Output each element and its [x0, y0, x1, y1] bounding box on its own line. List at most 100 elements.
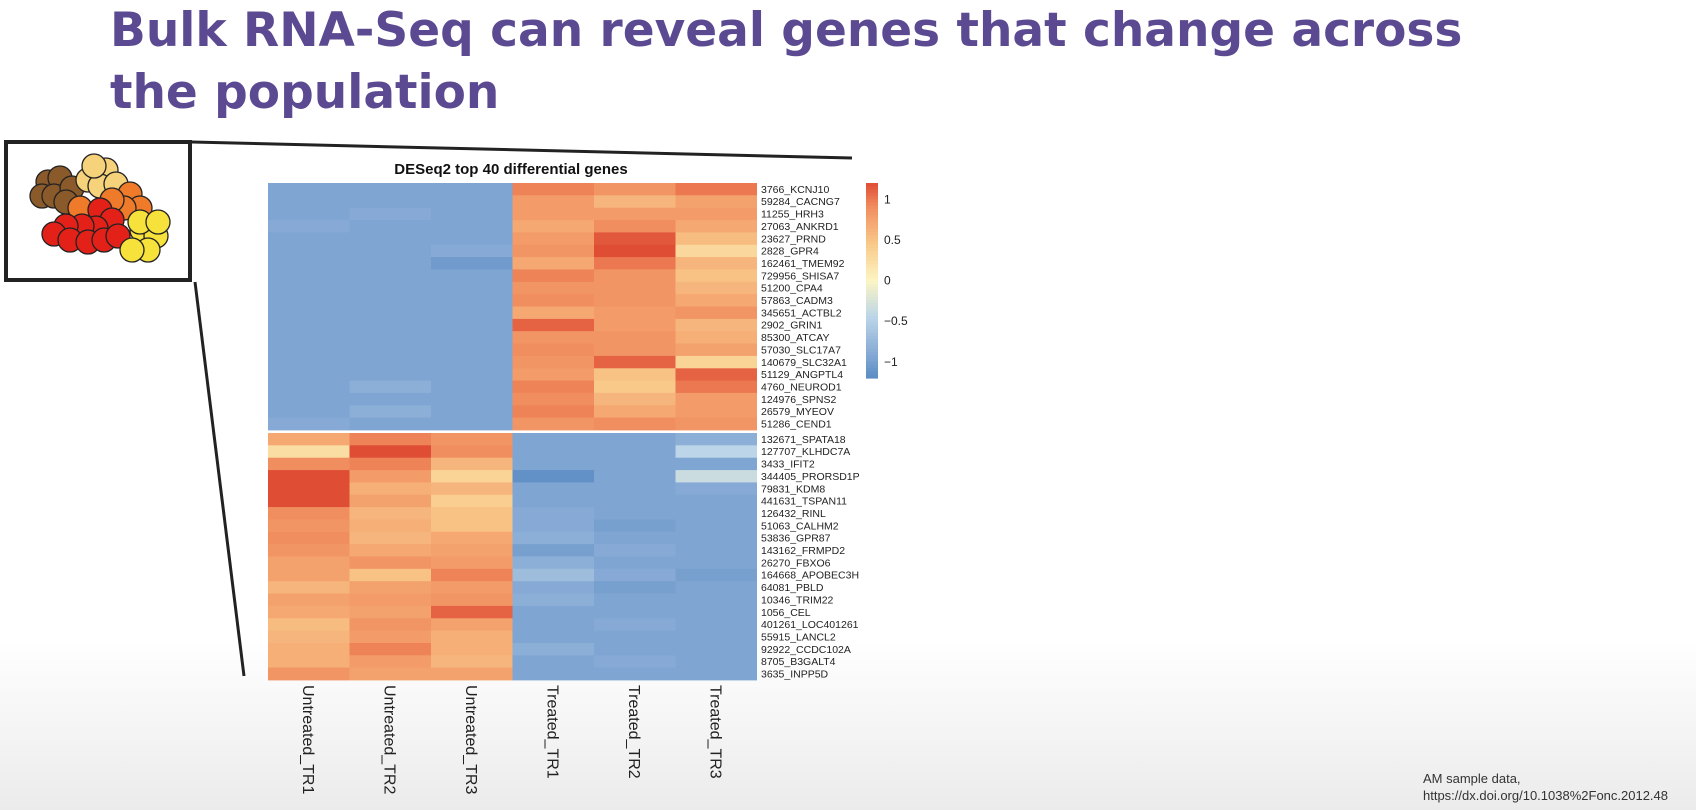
heatmap-cell	[675, 568, 757, 582]
heatmap-cell	[349, 257, 431, 270]
heatmap-cell	[675, 269, 757, 283]
heatmap-cell	[431, 593, 513, 607]
heatmap-cell	[431, 392, 513, 406]
heatmap-cell	[512, 281, 594, 295]
heatmap-cell	[512, 433, 594, 446]
heatmap-cell	[431, 368, 513, 382]
heatmap-cell	[675, 355, 757, 369]
heatmap-cell	[431, 556, 513, 570]
heatmap-cell	[594, 331, 676, 344]
heatmap-cell	[675, 220, 757, 233]
heatmap-cell	[594, 630, 676, 644]
legend-tick-label: −1	[884, 355, 898, 369]
heatmap-cell	[268, 269, 350, 283]
row-label: 729956_SHISA7	[761, 270, 839, 282]
heatmap-cell	[675, 417, 757, 431]
heatmap-cell	[594, 507, 676, 520]
heatmap-cell	[594, 343, 676, 357]
heatmap-cell	[512, 405, 594, 419]
legend-gradient-segment	[866, 225, 878, 230]
heatmap-cell	[349, 433, 431, 446]
legend-gradient-segment	[866, 192, 878, 197]
heatmap-cell	[512, 294, 594, 307]
heatmap-cell	[349, 605, 431, 619]
heatmap-cell	[349, 207, 431, 221]
heatmap-cell	[349, 470, 431, 483]
heatmap-cell	[675, 655, 757, 669]
heatmap-cell	[431, 482, 513, 496]
heatmap-cell	[594, 655, 676, 669]
heatmap-cell	[675, 195, 757, 209]
heatmap-cell	[512, 581, 594, 594]
heatmap-cell	[349, 343, 431, 357]
heatmap-cell	[512, 220, 594, 233]
heatmap-cell	[268, 482, 350, 496]
row-label: 3766_KCNJ10	[761, 184, 829, 196]
cell-cluster-thumbnail	[4, 140, 192, 282]
heatmap-cell	[268, 220, 350, 233]
heatmap-cell	[431, 643, 513, 656]
legend-tick-label: 0.5	[884, 233, 901, 247]
legend-tick-label: 0	[884, 274, 891, 288]
heatmap-cell	[594, 519, 676, 533]
heatmap-cell	[349, 618, 431, 632]
color-legend: 1 0.5 0 −0.5 −1	[866, 183, 908, 379]
legend-gradient-segment	[866, 202, 878, 207]
heatmap-cell	[594, 618, 676, 632]
heatmap-cell	[675, 368, 757, 382]
heatmap-cell	[349, 281, 431, 295]
heatmap-cell	[675, 605, 757, 619]
cell-circle	[81, 153, 107, 179]
legend-gradient-segment	[866, 228, 878, 233]
legend-gradient-segment	[866, 309, 878, 314]
heatmap-cell	[594, 544, 676, 557]
column-label: Untreated_TR3	[462, 685, 479, 794]
heatmap-cell	[675, 519, 757, 533]
heatmap-cell	[268, 556, 350, 570]
heatmap-cell	[349, 667, 431, 681]
legend-gradient-segment	[866, 361, 878, 366]
heatmap-cell	[675, 457, 757, 471]
row-label: 59284_CACNG7	[761, 196, 840, 208]
heatmap-cell	[675, 207, 757, 221]
heatmap-cell	[675, 294, 757, 307]
row-label: 11255_HRH3	[761, 209, 824, 221]
legend-gradient-segment	[866, 296, 878, 301]
legend-gradient-segment	[866, 352, 878, 356]
heatmap-cell	[431, 605, 513, 619]
heatmap-cell	[268, 368, 350, 382]
heatmap-cell	[268, 445, 350, 459]
heatmap-cell	[594, 405, 676, 419]
heatmap-cell	[675, 232, 757, 246]
heatmap-cell	[512, 380, 594, 394]
citation-link[interactable]: https://dx.doi.org/10.1038%2Fonc.2012.48	[1423, 788, 1669, 803]
heatmap-cell	[675, 405, 757, 419]
legend-gradient-segment	[866, 248, 878, 252]
heatmap-cell	[594, 643, 676, 656]
legend-tick-label: −0.5	[884, 314, 908, 328]
heatmap-cell	[512, 318, 594, 332]
citation-label: AM sample data,	[1423, 771, 1521, 786]
heatmap-cell	[268, 355, 350, 369]
heatmap-cell	[594, 470, 676, 483]
heatmap-cell	[512, 494, 594, 508]
heatmap-cell	[431, 655, 513, 669]
legend-gradient-segment	[866, 277, 878, 282]
heatmap-cell	[431, 457, 513, 471]
heatmap-cell	[268, 195, 350, 209]
legend-gradient-segment	[866, 348, 878, 353]
heatmap-cell	[512, 667, 594, 681]
heatmap-cell	[268, 581, 350, 594]
row-label: 3433_IFIT2	[761, 459, 815, 471]
heatmap-cell	[349, 643, 431, 656]
legend-gradient-segment	[866, 222, 878, 226]
heatmap-cell	[431, 433, 513, 446]
legend-gradient-segment	[866, 261, 878, 265]
heatmap-cell	[268, 207, 350, 221]
row-label: 441631_TSPAN11	[761, 496, 847, 508]
row-label: 23627_PRND	[761, 233, 826, 245]
heatmap-cell	[675, 306, 757, 320]
legend-gradient-segment	[866, 303, 878, 308]
heatmap-cell	[268, 457, 350, 471]
heatmap-cells	[268, 183, 757, 681]
